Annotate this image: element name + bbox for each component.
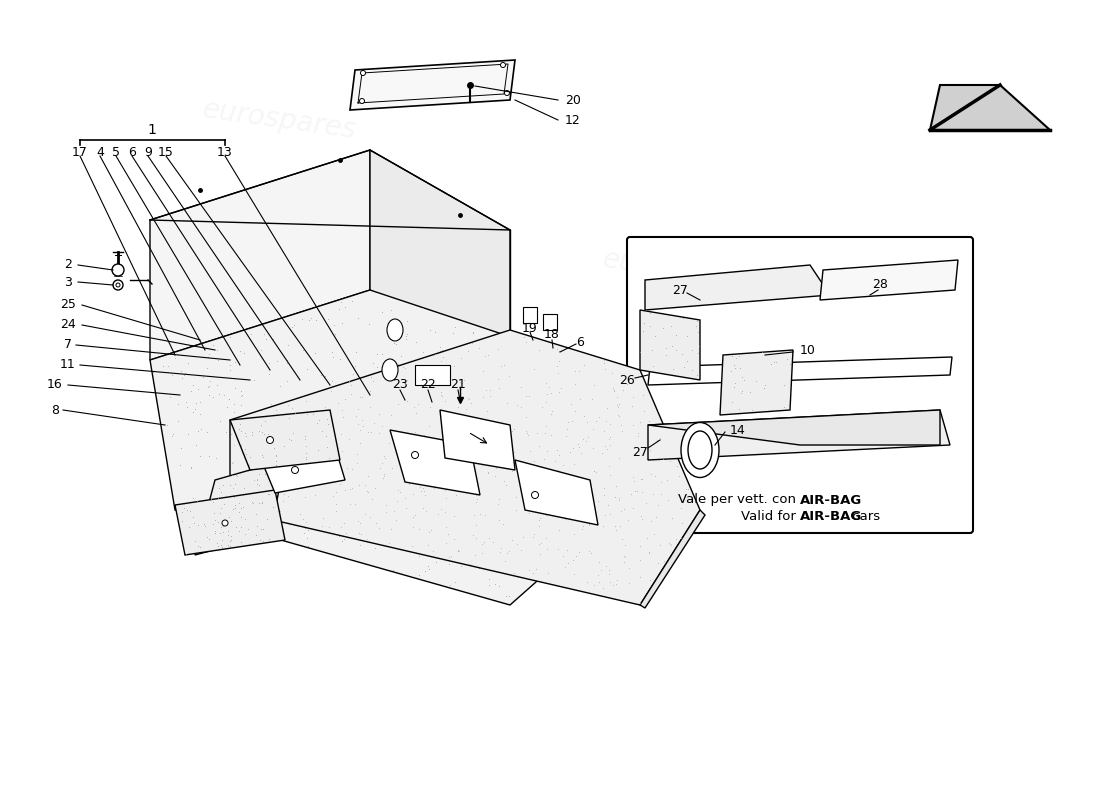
Polygon shape xyxy=(370,150,510,360)
Polygon shape xyxy=(175,490,285,555)
Circle shape xyxy=(531,491,539,498)
Text: 10: 10 xyxy=(800,343,816,357)
Polygon shape xyxy=(440,410,515,470)
Text: 22: 22 xyxy=(420,378,436,391)
Polygon shape xyxy=(640,510,705,608)
Circle shape xyxy=(505,90,509,95)
Text: 18: 18 xyxy=(544,329,560,342)
FancyBboxPatch shape xyxy=(627,237,974,533)
Text: eurospares: eurospares xyxy=(602,246,759,294)
Text: 7: 7 xyxy=(64,338,72,351)
Text: 21: 21 xyxy=(450,378,466,391)
Text: 9: 9 xyxy=(144,146,152,158)
Polygon shape xyxy=(645,265,830,310)
Text: 28: 28 xyxy=(872,278,888,291)
Text: AIR-BAG: AIR-BAG xyxy=(800,510,862,522)
Bar xyxy=(522,307,537,323)
Polygon shape xyxy=(255,430,345,493)
Polygon shape xyxy=(648,357,952,385)
Text: cars: cars xyxy=(848,510,880,522)
Text: 19: 19 xyxy=(522,322,538,334)
Text: 1: 1 xyxy=(147,123,156,137)
Ellipse shape xyxy=(688,431,712,469)
Polygon shape xyxy=(230,330,700,605)
Text: 5: 5 xyxy=(112,146,120,158)
Text: 14: 14 xyxy=(730,423,746,437)
Text: 16: 16 xyxy=(47,378,63,391)
Polygon shape xyxy=(150,150,370,360)
Ellipse shape xyxy=(382,359,398,381)
Polygon shape xyxy=(415,365,450,385)
Circle shape xyxy=(266,437,274,443)
Polygon shape xyxy=(648,410,950,460)
Circle shape xyxy=(113,280,123,290)
Text: 24: 24 xyxy=(60,318,76,331)
Text: eurospares: eurospares xyxy=(201,395,359,445)
Polygon shape xyxy=(820,260,958,300)
Polygon shape xyxy=(720,350,793,415)
Text: 8: 8 xyxy=(51,403,59,417)
Ellipse shape xyxy=(387,319,403,341)
Text: 2: 2 xyxy=(64,258,72,271)
Text: 17: 17 xyxy=(73,146,88,158)
Circle shape xyxy=(116,283,120,287)
Text: 15: 15 xyxy=(158,146,174,158)
Text: 12: 12 xyxy=(565,114,581,126)
Circle shape xyxy=(112,264,124,276)
Text: 13: 13 xyxy=(217,146,233,158)
Circle shape xyxy=(411,451,418,458)
Text: AIR-BAG: AIR-BAG xyxy=(800,494,862,506)
Polygon shape xyxy=(195,460,285,555)
Text: 26: 26 xyxy=(619,374,635,386)
Polygon shape xyxy=(230,410,340,470)
Bar xyxy=(543,314,557,330)
Polygon shape xyxy=(150,290,640,605)
Circle shape xyxy=(222,520,228,526)
Text: 11: 11 xyxy=(60,358,76,371)
Text: 6: 6 xyxy=(128,146,136,158)
Text: 20: 20 xyxy=(565,94,581,106)
Text: 6: 6 xyxy=(576,335,584,349)
Circle shape xyxy=(361,70,365,75)
Text: 4: 4 xyxy=(96,146,103,158)
Text: 23: 23 xyxy=(392,378,408,391)
Polygon shape xyxy=(515,460,598,525)
Text: 27: 27 xyxy=(632,446,648,458)
Polygon shape xyxy=(930,85,1050,130)
Polygon shape xyxy=(390,430,480,495)
Text: 3: 3 xyxy=(64,275,72,289)
Polygon shape xyxy=(648,410,940,445)
Text: Vale per vett. con: Vale per vett. con xyxy=(678,494,800,506)
Circle shape xyxy=(500,62,506,67)
Text: 27: 27 xyxy=(672,283,688,297)
Polygon shape xyxy=(640,310,700,380)
Circle shape xyxy=(360,98,364,103)
Text: 25: 25 xyxy=(60,298,76,311)
Text: Valid for: Valid for xyxy=(741,510,800,522)
Text: eurospares: eurospares xyxy=(201,95,359,145)
Ellipse shape xyxy=(681,422,719,478)
Circle shape xyxy=(292,466,298,474)
Polygon shape xyxy=(350,60,515,110)
